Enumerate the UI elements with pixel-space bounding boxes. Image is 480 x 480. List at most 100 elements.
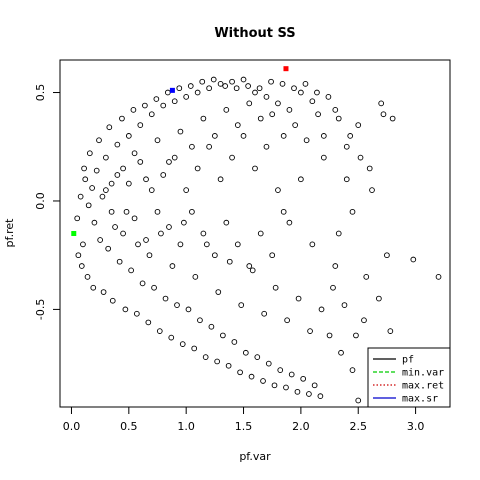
highlight-points <box>71 66 289 236</box>
scatter-point <box>135 241 141 248</box>
scatter-point <box>160 172 167 178</box>
scatter-point <box>120 165 126 172</box>
x-tick-label: 2.5 <box>349 420 367 433</box>
scatter-point <box>223 219 230 226</box>
scatter-point <box>103 154 109 161</box>
scatter-point <box>114 172 121 178</box>
scatter-point <box>302 81 309 87</box>
scatter-point <box>97 237 103 243</box>
scatter-point <box>229 78 235 85</box>
scatter-point <box>233 85 240 92</box>
scatter-point <box>215 289 222 295</box>
scatter-point <box>295 295 302 302</box>
scatter-point <box>254 354 261 360</box>
min-var-point <box>71 231 77 236</box>
scatter-point <box>143 176 149 183</box>
scatter-point <box>99 193 106 200</box>
scatter-point <box>82 176 89 183</box>
x-tick-label: 1.0 <box>177 420 195 433</box>
scatter-point <box>225 362 232 369</box>
scatter-point <box>189 208 195 215</box>
scatter-point <box>332 107 339 113</box>
scatter-point <box>265 360 272 367</box>
x-tick-label: 0.0 <box>63 420 81 433</box>
scatter-point <box>275 100 281 107</box>
scatter-point <box>148 111 155 118</box>
scatter-point <box>85 202 92 209</box>
scatter-point <box>320 154 327 161</box>
max-sr-point <box>169 87 175 93</box>
scatter-point <box>109 297 116 304</box>
scatter-point <box>317 393 324 400</box>
scatter-point <box>378 100 385 107</box>
max-ret-point <box>283 66 289 72</box>
scatter-point <box>156 328 163 334</box>
scatter-point <box>206 85 212 92</box>
legend-label: max.ret <box>402 381 444 392</box>
scatter-point <box>158 230 164 237</box>
scatter-point <box>80 241 86 248</box>
scatter-point <box>91 219 98 226</box>
scatter-point <box>143 237 149 243</box>
scatter-point <box>326 332 333 339</box>
scatter-point <box>314 89 320 96</box>
scatter-point <box>214 358 220 365</box>
scatter-point <box>192 274 199 280</box>
scatter-point <box>279 81 286 87</box>
scatter-point <box>384 252 390 259</box>
scatter-point <box>260 378 266 384</box>
scatter-point <box>96 137 102 144</box>
scatter-point <box>114 141 121 148</box>
scatter-point <box>154 208 161 215</box>
scatter-point <box>75 252 82 259</box>
scatter-point <box>366 165 373 172</box>
scatter-point <box>179 341 186 347</box>
scatter-point <box>283 384 289 391</box>
scatter-point <box>303 137 310 144</box>
scatter-point <box>380 111 387 118</box>
legend-label: min.var <box>402 368 444 379</box>
scatter-point <box>108 180 115 187</box>
scatter-point <box>131 215 138 222</box>
scatter-point <box>142 102 148 109</box>
scatter-point <box>145 319 152 326</box>
scatter-point <box>146 252 153 259</box>
scatter-point <box>206 143 212 150</box>
scatter-point <box>376 295 382 302</box>
x-tick-label: 2.0 <box>292 420 310 433</box>
scatter-point <box>74 215 81 222</box>
scatter-point <box>86 150 93 157</box>
legend-box <box>367 347 451 408</box>
scatter-point <box>315 111 321 118</box>
scatter-point <box>210 76 217 83</box>
scatter-point <box>357 154 364 161</box>
scatter-point <box>237 369 243 376</box>
scatter-point <box>252 89 258 96</box>
scatter-point <box>272 284 279 291</box>
x-axis: 0.0 0.5 1.0 1.5 2.0 2.5 3.0 <box>63 406 425 433</box>
scatter-point <box>89 185 95 191</box>
scatter-point <box>291 85 297 92</box>
scatter-point <box>257 115 264 122</box>
y-tick-label: -0.5 <box>34 299 47 320</box>
scatter-point <box>355 397 362 404</box>
scatter-point <box>122 306 129 313</box>
scatter-point <box>194 165 201 172</box>
x-tick-label: 3.0 <box>407 420 425 433</box>
y-tick-label: 0.0 <box>34 192 47 210</box>
scatter-point <box>130 107 137 113</box>
scatter-point <box>298 176 304 183</box>
scatter-point <box>77 193 84 200</box>
chart-title: Without SS <box>214 26 295 41</box>
scatter-point <box>307 328 313 334</box>
scatter-point <box>177 241 184 248</box>
legend: pf min.var max.ret max.sr <box>367 347 451 408</box>
scatter-point <box>169 263 176 269</box>
scatter-point <box>183 94 190 100</box>
scatter-point <box>286 107 293 113</box>
x-axis-label: pf.var <box>239 450 271 463</box>
legend-label: pf <box>402 355 414 366</box>
scatter-point <box>171 154 178 161</box>
scatter-point <box>81 165 87 172</box>
